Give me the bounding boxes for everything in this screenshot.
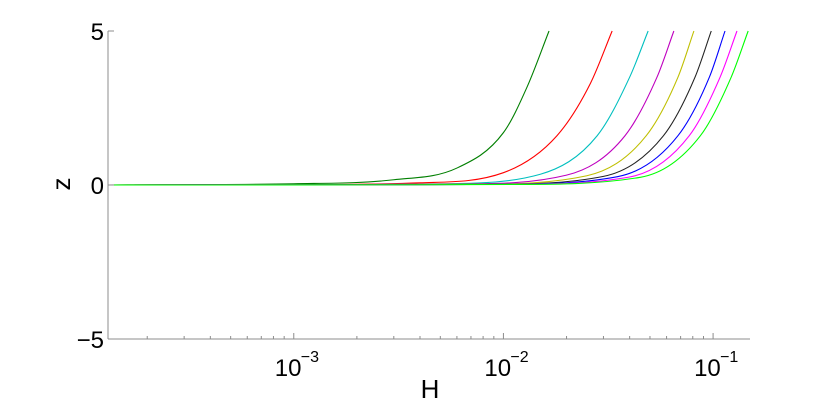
x-tick-label-base: 10 (694, 355, 721, 382)
x-tick-label: 10 −2 (484, 349, 528, 382)
x-tick-label-exponent: −3 (301, 349, 319, 366)
plot-lines (107, 30, 749, 186)
x-tick-label-base: 10 (484, 355, 511, 382)
x-minor-ticks (146, 336, 704, 339)
series-line-4 (107, 30, 675, 186)
x-major-ticks (293, 333, 714, 339)
y-tick-labels: −5 0 5 (77, 19, 104, 354)
y-tick-label: −5 (77, 327, 104, 354)
x-axis-label: H (421, 374, 440, 404)
x-tick-labels: 10 −3 10 −2 10 −1 (275, 349, 739, 382)
x-tick-label-exponent: −1 (720, 349, 738, 366)
series-line-2 (107, 30, 613, 186)
series-line-5 (107, 30, 695, 186)
y-tick-label: 0 (91, 173, 104, 200)
series-line-1 (107, 30, 550, 186)
series-line-7 (107, 30, 726, 186)
x-tick-label-base: 10 (275, 355, 302, 382)
x-tick-label-exponent: −2 (510, 349, 528, 366)
y-tick-label: 5 (91, 19, 104, 46)
series-line-3 (107, 30, 649, 186)
x-tick-label: 10 −1 (694, 349, 738, 382)
y-ticks (108, 30, 114, 340)
x-tick-label: 10 −3 (275, 349, 319, 382)
series-line-9 (107, 30, 749, 186)
y-axis-label: z (46, 178, 76, 191)
series-line-6 (107, 30, 712, 186)
